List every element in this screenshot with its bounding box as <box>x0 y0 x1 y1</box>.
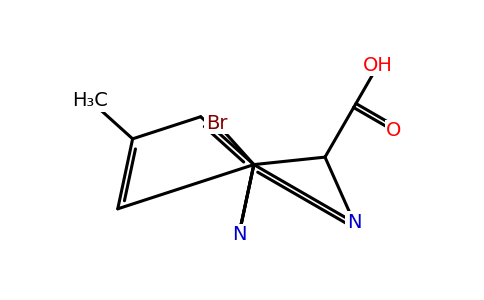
Text: OH: OH <box>363 56 393 75</box>
Text: N: N <box>347 213 362 232</box>
Text: N: N <box>232 225 246 244</box>
Text: Br: Br <box>206 114 227 133</box>
Text: H₃C: H₃C <box>72 91 108 110</box>
Text: O: O <box>386 121 402 140</box>
